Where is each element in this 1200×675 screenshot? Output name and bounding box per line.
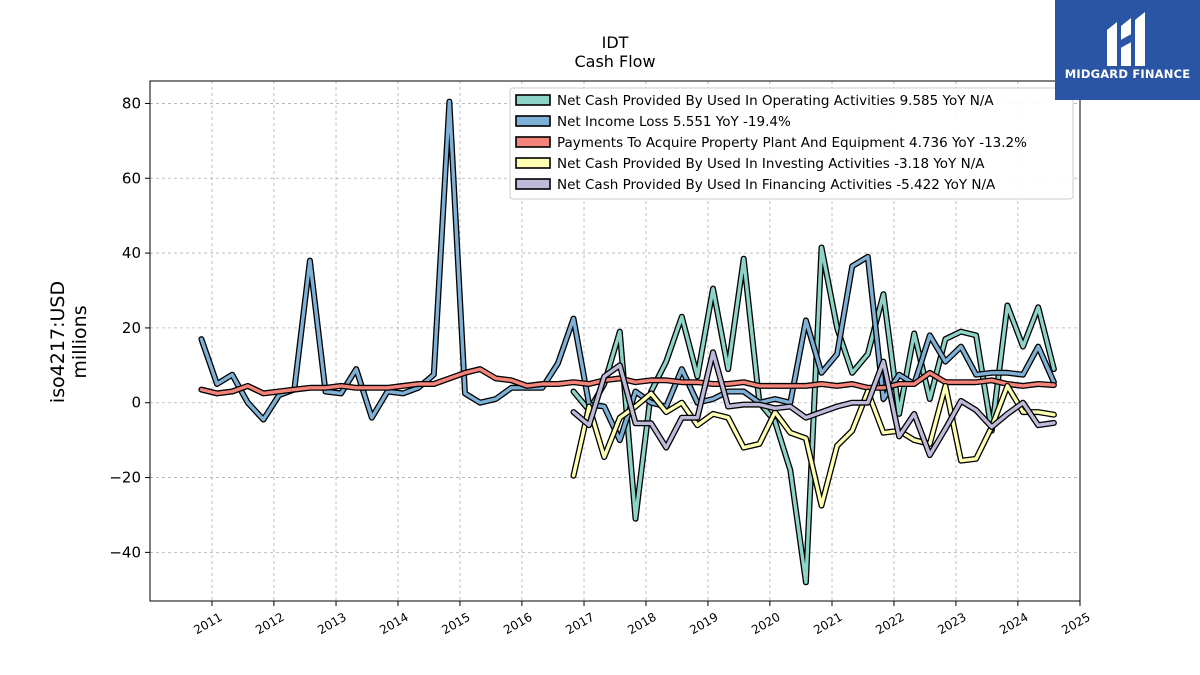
y-axis-label-scale: millions: [69, 305, 91, 378]
legend-entry: Net Cash Provided By Used In Investing A…: [557, 156, 985, 172]
y-tick-label: −20: [109, 469, 141, 487]
x-tick-label: 2019: [687, 610, 720, 637]
x-tick-label: 2025: [1059, 610, 1092, 637]
x-tick-label: 2017: [563, 610, 596, 637]
x-tick-label: 2022: [873, 610, 906, 637]
y-axis-label: iso4217:USD millions: [47, 281, 91, 403]
series-4: [570, 382, 1057, 509]
y-tick-label: 80: [122, 94, 141, 112]
legend-swatch: [515, 94, 551, 106]
y-tick-label: 60: [122, 169, 141, 187]
chart-title: IDT: [602, 33, 629, 52]
x-tick-label: 2024: [997, 610, 1030, 637]
x-tick-label: 2013: [315, 610, 348, 637]
y-axis-label-unit: iso4217:USD: [47, 281, 69, 403]
legend-entry: Net Cash Provided By Used In Operating A…: [557, 93, 994, 109]
x-tick-label: 2018: [625, 610, 658, 637]
y-tick-label: −40: [109, 543, 141, 561]
legend-entry: Payments To Acquire Property Plant And E…: [557, 135, 1027, 151]
legend-swatch: [515, 157, 551, 169]
x-tick-label: 2023: [935, 610, 968, 637]
y-tick-label: 20: [122, 319, 141, 337]
legend-swatch: [515, 136, 551, 148]
x-axis: 2011 2012 2013 2014 2015 2016 2017 2018 2019 2020…: [191, 601, 1093, 637]
chart-subtitle: Cash Flow: [574, 52, 655, 71]
x-tick-label: 2014: [377, 610, 410, 637]
x-tick-label: 2016: [501, 610, 534, 637]
series-3: [198, 366, 1057, 397]
plot-frame: [149, 80, 1081, 602]
brand-name: MIDGARD FINANCE: [1064, 67, 1191, 81]
series-line: [571, 350, 1056, 457]
x-tick-label: 2011: [191, 610, 224, 637]
series-5: [570, 349, 1057, 459]
legend: Net Cash Provided By Used In Operating A…: [509, 87, 1074, 200]
x-tick-label: 2020: [749, 610, 782, 637]
legend-entry: Net Cash Provided By Used In Financing A…: [557, 177, 996, 193]
x-tick-label: 2015: [439, 610, 472, 637]
x-tick-label: 2012: [253, 610, 286, 637]
midgard-logo-icon: [1107, 12, 1145, 66]
x-tick-label: 2021: [811, 610, 844, 637]
brand-logo: MIDGARD FINANCE: [1055, 0, 1200, 100]
series-line: [199, 367, 1056, 396]
legend-swatch: [515, 115, 551, 127]
y-tick-label: 40: [122, 244, 141, 262]
legend-box: [509, 87, 1074, 200]
y-axis: −40 −20 0 20 40 60 80: [109, 94, 150, 561]
y-tick-label: 0: [131, 394, 141, 412]
series-lines: [198, 98, 1057, 586]
legend-entry: Net Income Loss 5.551 YoY -19.4%: [557, 114, 791, 130]
series-line: [571, 384, 1056, 508]
legend-swatch: [515, 178, 551, 190]
